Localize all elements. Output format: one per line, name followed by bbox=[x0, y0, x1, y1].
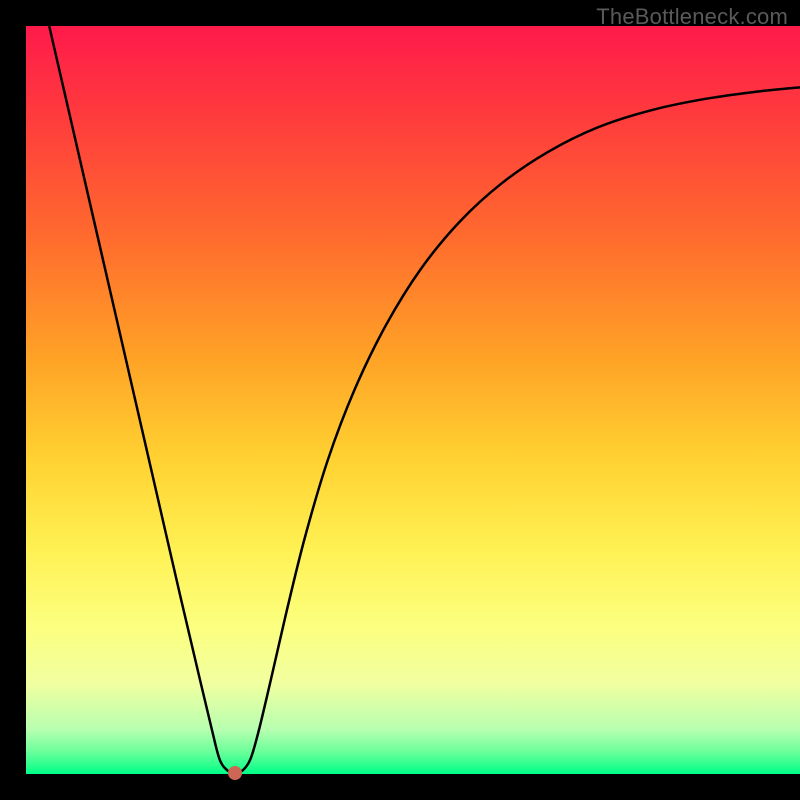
optimal-point-marker bbox=[228, 766, 242, 780]
bottleneck-curve-svg bbox=[26, 26, 800, 774]
bottleneck-chart: TheBottleneck.com bbox=[0, 0, 800, 800]
watermark-text: TheBottleneck.com bbox=[596, 4, 788, 30]
plot-area bbox=[26, 26, 800, 774]
bottleneck-curve-path bbox=[49, 26, 800, 773]
